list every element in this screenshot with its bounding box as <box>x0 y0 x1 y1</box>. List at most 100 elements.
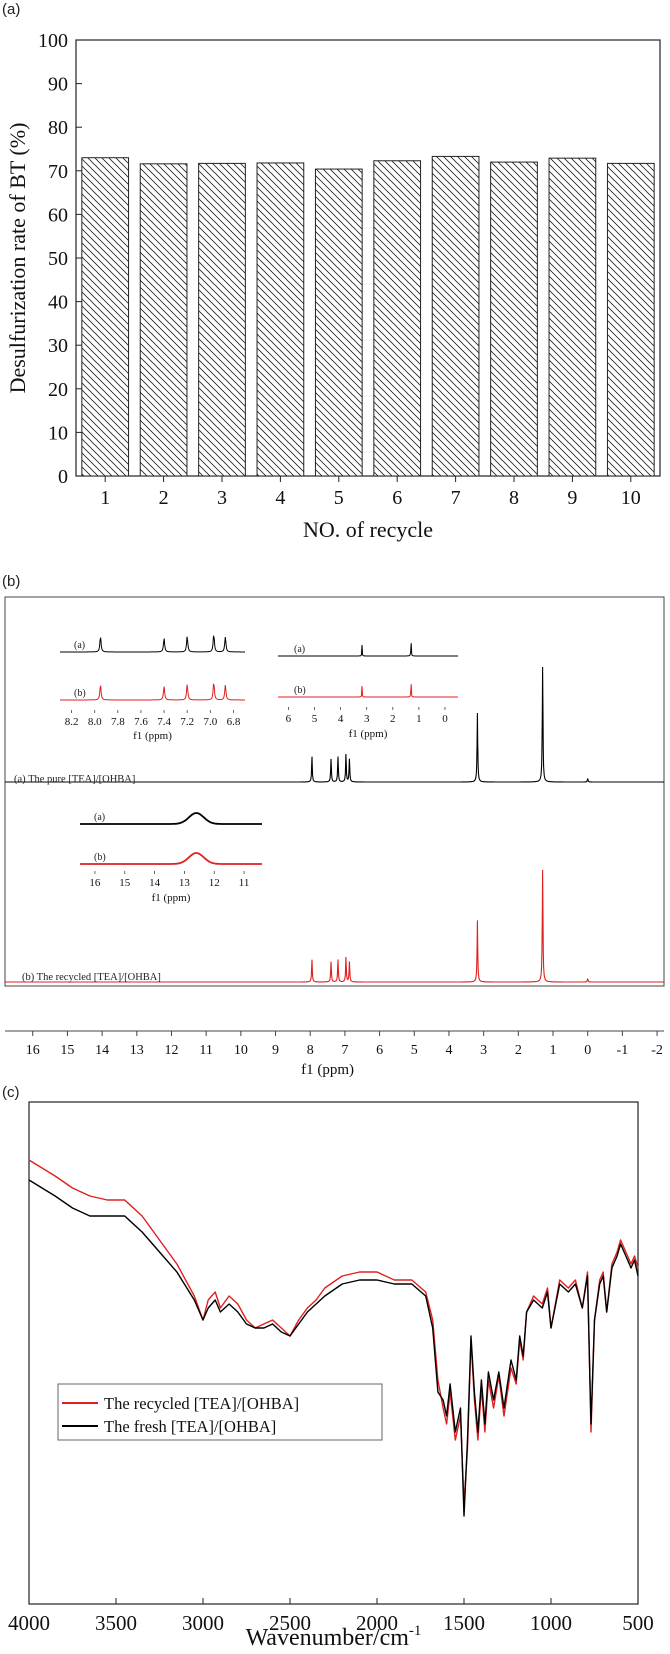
x-tick-label: 10 <box>234 1043 248 1058</box>
inset-trace <box>60 683 245 701</box>
x-tick-label: 12 <box>164 1043 178 1058</box>
nmr-trace-1 <box>5 869 664 983</box>
x-tick-label: 4 <box>445 1043 452 1058</box>
x-tick-label: 1000 <box>530 1611 572 1635</box>
inset-tick-label: 8.0 <box>88 716 102 728</box>
inset-tick-label: 7.2 <box>180 716 194 728</box>
panel-label-b: (b) <box>2 573 20 590</box>
x-tick-label: 8 <box>307 1043 314 1058</box>
x-tick-label: 4000 <box>8 1611 50 1635</box>
bar-3 <box>198 162 246 477</box>
inset-tick-label: 7.6 <box>134 716 148 728</box>
x-tick-label: 15 <box>60 1043 74 1058</box>
inset-trace <box>278 684 458 698</box>
x-tick-label: 14 <box>95 1043 109 1058</box>
bar-10 <box>606 162 655 477</box>
ftir-trace-1 <box>28 1179 639 1517</box>
inset-tick-label: 7.4 <box>157 716 171 728</box>
x-tick-label: 0 <box>584 1043 591 1058</box>
bar-8 <box>490 161 538 477</box>
y-tick-label: 20 <box>48 379 68 401</box>
bar-5 <box>314 168 363 477</box>
inset-tick-label: 4 <box>338 713 344 725</box>
x-tick-label: 13 <box>130 1043 144 1058</box>
inset-tick-label: 5 <box>312 713 318 725</box>
inset-axis-label: f1 (ppm) <box>133 730 172 742</box>
inset-axis-label: f1 (ppm) <box>349 728 388 740</box>
inset-trace <box>80 852 262 865</box>
inset-trace-label: (a) <box>94 812 105 823</box>
inset-tick-label: 11 <box>239 877 250 889</box>
legend-box <box>57 1383 383 1441</box>
y-tick-label: 30 <box>48 335 68 357</box>
x-tick-label: 2500 <box>269 1611 311 1635</box>
inset-tick-label: 16 <box>89 877 101 889</box>
inset-tick-label: 15 <box>119 877 131 889</box>
x-axis-label: Wavenumber/cm-1 <box>246 1623 422 1651</box>
x-tick-label: 10 <box>621 487 641 509</box>
inset-tick-label: 1 <box>416 713 422 725</box>
x-tick-label: 16 <box>26 1043 40 1058</box>
y-tick-label: 70 <box>48 161 68 183</box>
y-tick-label: 40 <box>48 292 68 314</box>
inset-trace-label: (a) <box>74 640 85 651</box>
x-tick-label: 2 <box>159 487 169 509</box>
inset-tick-label: 2 <box>390 713 396 725</box>
bar-1 <box>81 157 130 477</box>
x-tick-label: 8 <box>509 487 519 509</box>
x-tick-label: 6 <box>392 487 402 509</box>
x-tick-label: 9 <box>567 487 577 509</box>
x-tick-label: 3 <box>217 487 227 509</box>
x-axis-label-text: Wavenumber/cm <box>246 1625 410 1651</box>
nmr-trace-0 <box>5 666 664 783</box>
inset-trace <box>60 635 245 653</box>
x-tick-label: 1 <box>100 487 110 509</box>
x-tick-label: 5 <box>334 487 344 509</box>
x-tick-label: 1500 <box>443 1611 485 1635</box>
inset-trace-label: (a) <box>294 644 305 655</box>
y-tick-label: 100 <box>38 30 68 52</box>
plot-frame <box>4 596 665 987</box>
inset-tick-label: 7.8 <box>111 716 125 728</box>
y-tick-label: 0 <box>58 466 68 488</box>
x-tick-label: -2 <box>651 1043 663 1058</box>
x-tick-label: 2000 <box>356 1611 398 1635</box>
x-tick-label: 9 <box>272 1043 279 1058</box>
bar-7 <box>431 155 480 477</box>
x-tick-label: 3500 <box>95 1611 137 1635</box>
inset-tick-label: 3 <box>364 713 370 725</box>
x-axis-label: f1 (ppm) <box>301 1062 354 1078</box>
x-tick-label: 11 <box>199 1043 212 1058</box>
inset-tick-label: 14 <box>149 877 161 889</box>
legend-label-1: The fresh [TEA]/[OHBA] <box>104 1417 276 1436</box>
inset-tick-label: 8.2 <box>65 716 79 728</box>
inset-tick-label: 0 <box>442 713 448 725</box>
inset-trace-label: (b) <box>294 685 306 696</box>
bar-4 <box>256 162 305 477</box>
inset-tick-label: 6.8 <box>227 716 241 728</box>
bar-chart-recycle: 0 10 20 30 40 50 60 70 80 90 100 1 2 3 4 5 6 7 8 9 10 NO. of … <box>5 30 661 542</box>
inset-trace-label: (b) <box>74 688 86 699</box>
inset-axis-label: f1 (ppm) <box>152 892 191 904</box>
x-axis-label-superscript: -1 <box>409 1623 422 1639</box>
x-tick-label: 6 <box>376 1043 383 1058</box>
panel-label-a: (a) <box>2 1 20 18</box>
legend: The recycled [TEA]/[OHBA] The fresh [TEA]… <box>57 1383 383 1441</box>
y-tick-label: 10 <box>48 422 68 444</box>
ftir-spectrum-chart: 4000 3500 3000 2500 2000 1500 1000 500 Wavenumbe… <box>8 1101 654 1651</box>
x-tick-label: 7 <box>451 487 461 509</box>
x-tick-label: 2 <box>515 1043 522 1058</box>
inset-trace-label: (b) <box>94 852 106 863</box>
nmr-spectrum-chart: (a) The pure [TEA]/[OHBA] (b) The recycle… <box>4 596 665 1078</box>
y-tick-label: 60 <box>48 204 68 226</box>
legend-label-0: The recycled [TEA]/[OHBA] <box>104 1394 299 1413</box>
series-label-recycled: (b) The recycled [TEA]/[OHBA] <box>22 972 161 983</box>
y-axis-label: Desulfurization rate of BT (%) <box>5 123 30 394</box>
ftir-trace-0 <box>28 1159 639 1505</box>
inset-trace <box>278 643 458 657</box>
x-axis-label: NO. of recycle <box>303 517 433 542</box>
inset-trace <box>80 812 262 825</box>
x-tick-label: 3000 <box>182 1611 224 1635</box>
bar-2 <box>139 163 188 477</box>
